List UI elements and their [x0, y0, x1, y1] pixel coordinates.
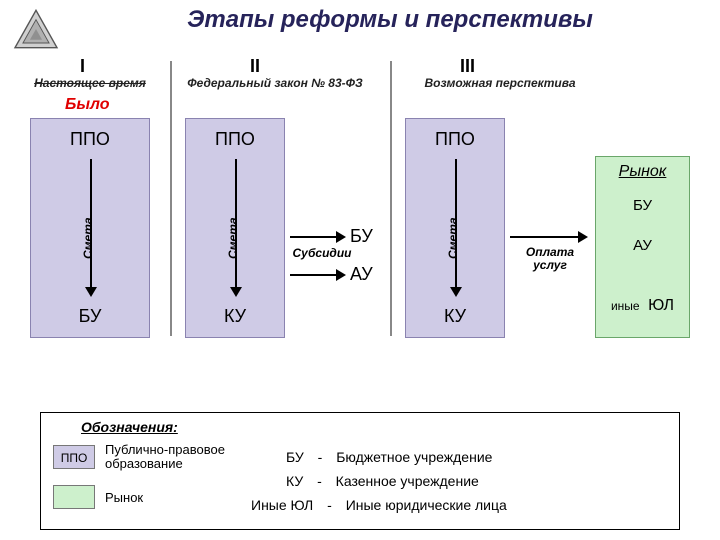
stage2-number: II [250, 56, 260, 77]
divider-2 [390, 61, 392, 336]
market-box: Рынок БУ АУ иные ЮЛ [595, 156, 690, 338]
stage2-subtitle: Федеральный закон № 83-ФЗ [180, 76, 370, 90]
stage1-bottom-label: БУ [31, 306, 149, 327]
stage2-arrow-bu [290, 236, 338, 238]
stage2-subsidii: Субсидии [292, 246, 352, 260]
legend-market-text: Рынок [105, 490, 143, 505]
stage1-number: I [80, 56, 85, 77]
legend-market-swatch [53, 485, 95, 509]
stage2-label-bu: БУ [350, 226, 373, 247]
stage3-arrow-market [510, 236, 580, 238]
market-line-inye: иные ЮЛ [596, 297, 689, 315]
legend-title: Обозначения: [81, 419, 669, 435]
legend-item-0: БУ - Бюджетное учреждение [286, 449, 492, 465]
stage2-arrow-label: Смета [226, 217, 240, 259]
stage2-label-au: АУ [350, 264, 373, 285]
stage2-box: ППО Смета КУ [185, 118, 285, 338]
market-line-au: АУ [596, 237, 689, 254]
logo-icon [12, 8, 60, 50]
stage3-subtitle: Возможная перспектива [400, 76, 600, 90]
stage1-subtitle: Настоящее время [20, 76, 160, 90]
stage3-number: III [460, 56, 475, 77]
stage2-arrow-au [290, 274, 338, 276]
divider-1 [170, 61, 172, 336]
stage3-box: ППО Смета КУ [405, 118, 505, 338]
stage1-arrow-label: Смета [81, 217, 95, 259]
stage3-arrow-label: Смета [446, 217, 460, 259]
page-title: Этапы реформы и перспективы [100, 6, 680, 34]
stage3-top-label: ППО [406, 129, 504, 150]
diagram-area: I Настоящее время Было ППО Смета БУ II Ф… [20, 56, 700, 366]
stage2-bottom-label: КУ [186, 306, 284, 327]
stage1-bylo: Было [65, 96, 110, 114]
legend-item-1: КУ - Казенное учреждение [286, 473, 479, 489]
stage3-oplata: Оплата услуг [515, 246, 585, 272]
legend-box: Обозначения: ППО Публично-правовое образ… [40, 412, 680, 530]
stage3-bottom-label: КУ [406, 306, 504, 327]
legend-ppo-row: ППО Публично-правовое образование [53, 443, 265, 472]
legend-ppo-text: Публично-правовое образование [105, 443, 265, 472]
legend-item-2: Иные ЮЛ - Иные юридические лица [251, 497, 507, 513]
market-line-bu: БУ [596, 197, 689, 214]
legend-ppo-swatch: ППО [53, 445, 95, 469]
stage2-top-label: ППО [186, 129, 284, 150]
legend-market-row: Рынок [53, 485, 143, 509]
stage1-box: ППО Смета БУ [30, 118, 150, 338]
market-title: Рынок [596, 163, 689, 181]
stage1-top-label: ППО [31, 129, 149, 150]
